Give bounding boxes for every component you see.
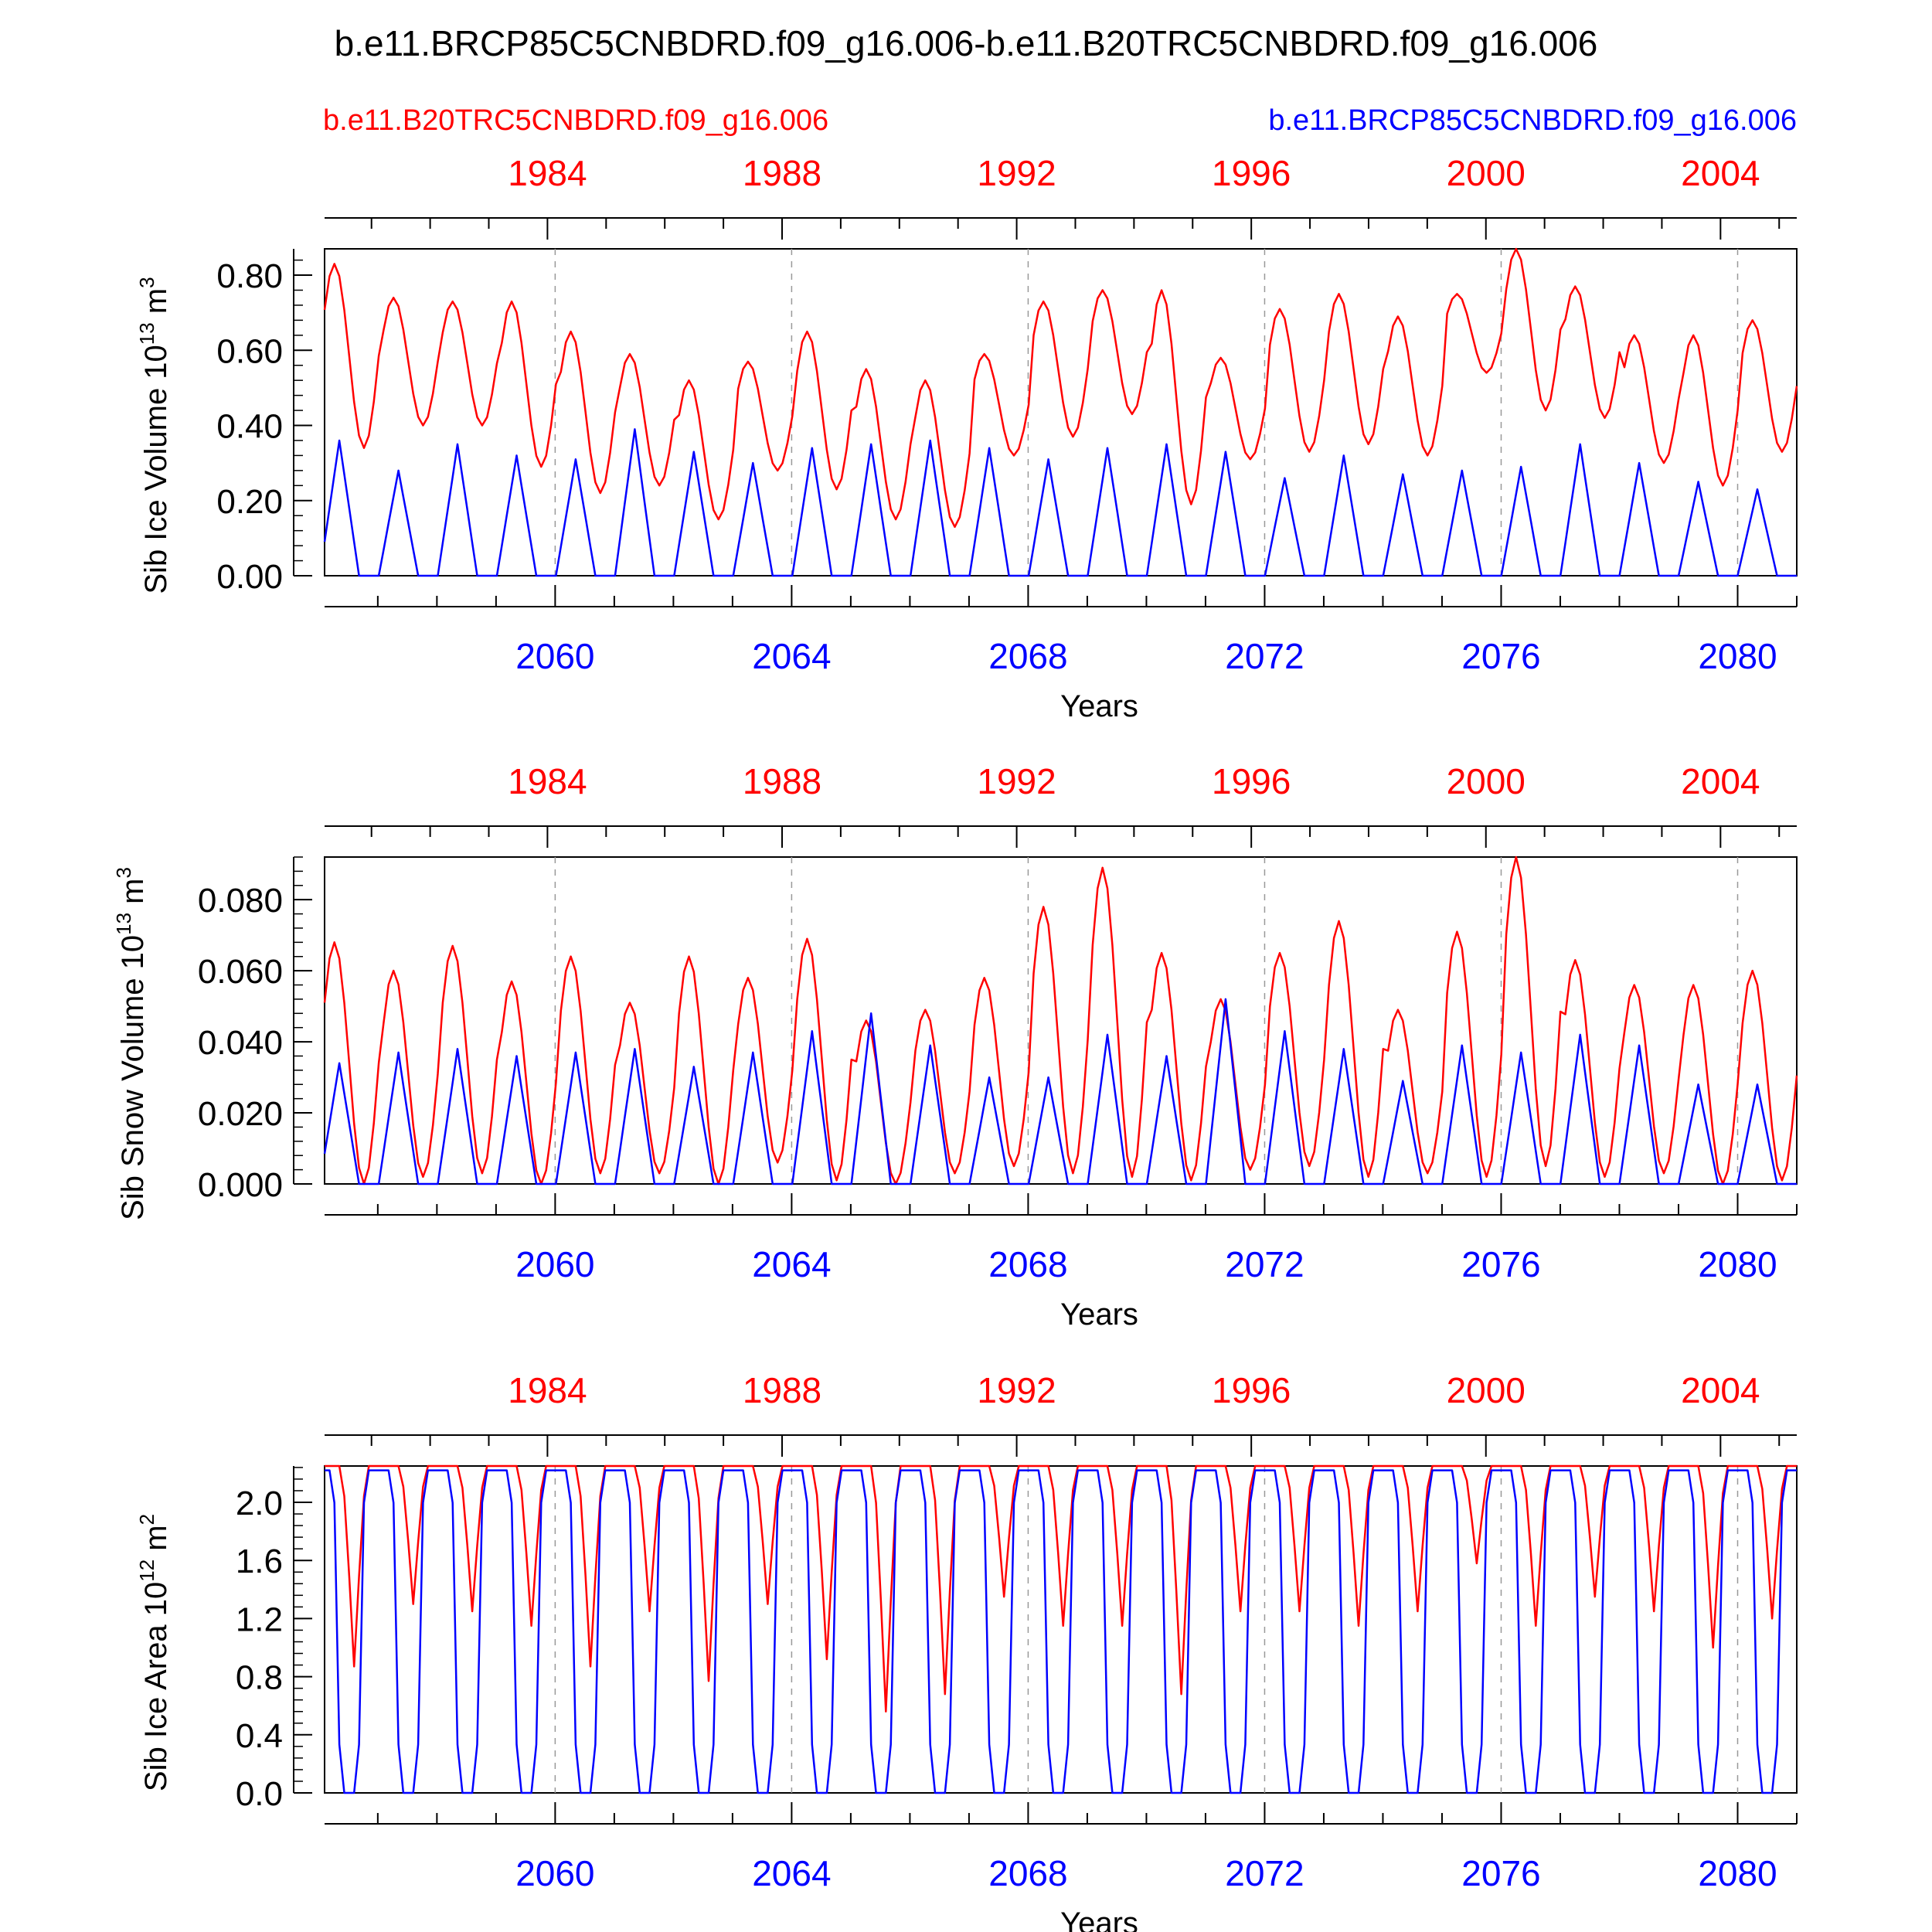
x-bottom-tick-label: 2072 (1225, 1244, 1304, 1284)
y-label-text: Sib Snow Volume 10 (116, 935, 150, 1220)
x-bottom-tick-label: 2072 (1225, 636, 1304, 676)
x-top-tick-label: 1996 (1212, 153, 1291, 193)
y-tick-label: 0.000 (198, 1166, 283, 1204)
x-bottom-tick-label: 2080 (1698, 636, 1777, 676)
x-axis-label: Years (1060, 689, 1138, 723)
x-bottom-tick-label: 2068 (988, 1244, 1067, 1284)
plot-frame (324, 856, 1798, 1185)
y-tick-label: 0.040 (198, 1024, 283, 1062)
x-top-tick-label: 2004 (1681, 1370, 1760, 1410)
y-label-text: Sib Ice Area 10 (139, 1582, 173, 1791)
x-axis-label: Years (1060, 1906, 1138, 1932)
x-bottom-tick-label: 2076 (1461, 1244, 1540, 1284)
x-top-tick-label: 1988 (743, 761, 821, 801)
panel-1: 0.00 0.20 0.40 0.60 0.80 Sib Ice Volume 1013 … (135, 153, 1798, 723)
y-label-unit: m (116, 878, 150, 912)
y-tick-label: 2.0 (236, 1485, 283, 1522)
x-bottom-tick-label: 2080 (1698, 1853, 1777, 1893)
y-label-unit: m (139, 1525, 173, 1559)
series-line-blue (323, 998, 1797, 1185)
x-top-tick-label: 1984 (508, 153, 587, 193)
y-tick-label: 0.8 (236, 1659, 283, 1697)
x-top-tick-label: 1992 (977, 761, 1056, 801)
series-line-red (323, 247, 1798, 529)
x-top-tick-label: 2004 (1681, 153, 1760, 193)
x-top-tick-label: 1992 (977, 1370, 1056, 1410)
y-label-unit: m (139, 288, 173, 322)
y-axis-label: Sib Ice Area 1012 m2 (135, 1514, 173, 1791)
x-top-tick-label: 1988 (743, 1370, 821, 1410)
y-label-exponent: 13 (135, 322, 158, 345)
y-tick-label: 0.80 (216, 257, 283, 295)
x-top-tick-label: 2000 (1447, 153, 1526, 193)
y-tick-label: 0.40 (216, 408, 283, 446)
x-bottom-tick-label: 2072 (1225, 1853, 1304, 1893)
x-top-tick-label: 2000 (1447, 1370, 1526, 1410)
x-bottom-tick-label: 2076 (1461, 636, 1540, 676)
x-top-tick-label: 1996 (1212, 1370, 1291, 1410)
x-top-tick-label: 2000 (1447, 761, 1526, 801)
x-axis-label: Years (1060, 1298, 1138, 1332)
x-bottom-tick-label: 2064 (752, 1244, 831, 1284)
x-bottom-tick-label: 2068 (988, 636, 1067, 676)
y-label-unit-exponent: 2 (135, 1514, 158, 1525)
y-label-exponent: 12 (135, 1560, 158, 1582)
y-tick-label: 1.6 (236, 1543, 283, 1580)
x-bottom-tick-label: 2060 (515, 1244, 594, 1284)
x-top-tick-label: 2004 (1681, 761, 1760, 801)
y-tick-label: 0.60 (216, 332, 283, 370)
figure-title: b.e11.BRCP85C5CNBDRD.f09_g16.006-b.e11.B… (335, 23, 1598, 63)
x-bottom-tick-label: 2060 (515, 636, 594, 676)
y-tick-label: 0.4 (236, 1717, 283, 1755)
y-tick-label: 0.20 (216, 483, 283, 521)
y-tick-label: 0.060 (198, 953, 283, 991)
y-axis-label: Sib Snow Volume 1013 m3 (112, 867, 150, 1220)
y-tick-label: 0.0 (236, 1775, 283, 1813)
x-top-tick-label: 1992 (977, 153, 1056, 193)
y-tick-label: 0.080 (198, 882, 283, 920)
y-tick-label: 0.020 (198, 1095, 283, 1133)
y-label-unit-exponent: 3 (135, 277, 158, 287)
x-bottom-tick-label: 2064 (752, 1853, 831, 1893)
series-line-red (323, 855, 1798, 1185)
y-label-exponent: 13 (112, 913, 135, 935)
x-top-tick-label: 1984 (508, 761, 587, 801)
y-axis-label: Sib Ice Volume 1013 m3 (135, 277, 173, 594)
y-tick-label: 0.00 (216, 558, 283, 596)
legend-label-blue: b.e11.BRCP85C5CNBDRD.f09_g16.006 (1268, 104, 1797, 137)
x-top-tick-label: 1984 (508, 1370, 587, 1410)
y-label-text: Sib Ice Volume 10 (139, 345, 173, 594)
panel-3: 0.0 0.4 0.8 1.2 1.6 2.0 Sib Ice Area 1012 m2 20… (135, 1370, 1798, 1932)
y-tick-label: 1.2 (236, 1600, 283, 1638)
series-line-blue (325, 1469, 1797, 1794)
x-bottom-tick-label: 2064 (752, 636, 831, 676)
x-bottom-tick-label: 2068 (988, 1853, 1067, 1893)
panel-2: 0.000 0.020 0.040 0.060 0.080 Sib Snow Volume… (112, 761, 1798, 1332)
legend-label-red: b.e11.B20TRC5CNBDRD.f09_g16.006 (323, 104, 828, 137)
series-line-red (325, 1464, 1797, 1713)
x-bottom-tick-label: 2080 (1698, 1244, 1777, 1284)
x-bottom-tick-label: 2060 (515, 1853, 594, 1893)
x-top-tick-label: 1996 (1212, 761, 1291, 801)
x-top-tick-label: 1988 (743, 153, 821, 193)
y-label-unit-exponent: 3 (112, 867, 135, 878)
plot-frame (324, 248, 1798, 577)
x-bottom-tick-label: 2076 (1461, 1853, 1540, 1893)
series-line-blue (323, 428, 1797, 577)
